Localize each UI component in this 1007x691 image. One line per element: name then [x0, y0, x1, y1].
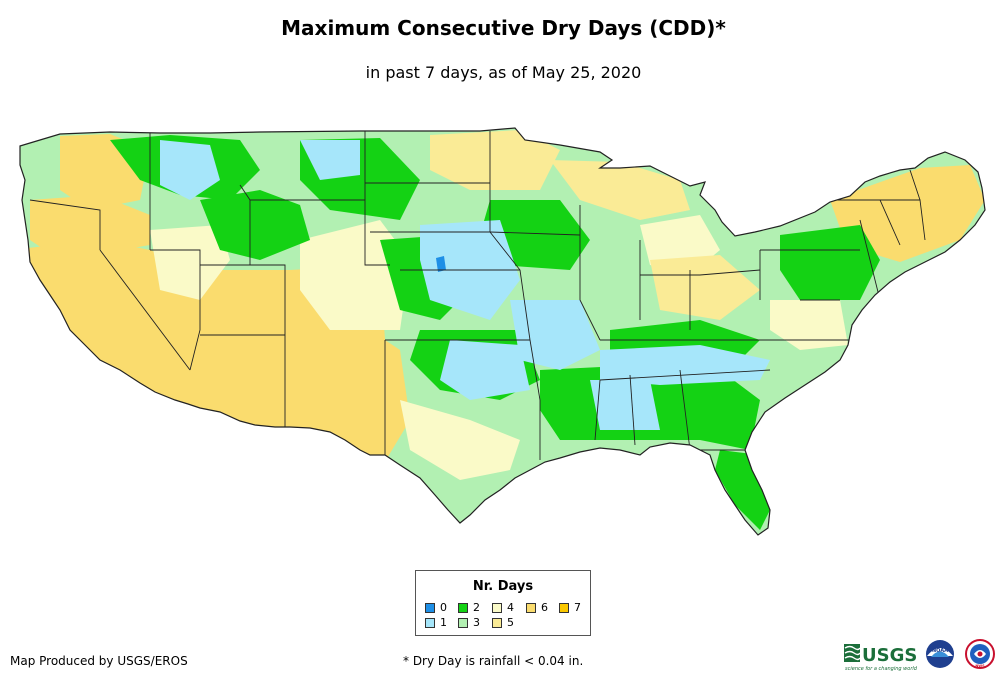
usgs-tagline: science for a changing world: [845, 666, 918, 672]
dry-day-footnote: * Dry Day is rainfall < 0.04 in.: [403, 654, 584, 668]
legend-label-1: 1: [440, 616, 447, 629]
region-northdakota-4days: [430, 130, 560, 190]
legend-item-1: 1: [425, 617, 447, 629]
usgs-logo-text: USGS: [862, 645, 917, 666]
legend-label-0: 0: [440, 601, 447, 614]
legend-swatch-6: [526, 603, 536, 613]
map-subtitle: in past 7 days, as of May 25, 2020: [365, 63, 642, 82]
map-title: Maximum Consecutive Dry Days (CDD)*: [281, 16, 726, 40]
us-dry-days-map: [19, 127, 986, 536]
legend-item-6: 6: [526, 602, 548, 614]
noaa-logo-text: NOAA: [932, 648, 948, 654]
noaa-logo: NOAA: [926, 640, 954, 668]
usgs-logo: USGS science for a changing world: [844, 644, 918, 672]
legend-item-2: 2: [458, 602, 480, 614]
nws-logo: NWS: [965, 639, 995, 669]
legend-swatch-1: [425, 618, 435, 628]
region-texas-1day: [440, 340, 530, 400]
region-mississippi-1day: [590, 380, 660, 430]
region-virginia-4days: [770, 300, 848, 350]
nws-logo-text: NWS: [975, 664, 985, 668]
legend-label-3: 3: [473, 616, 480, 629]
region-nebraska-0days: [436, 256, 446, 272]
agency-logos: USGS science for a changing world NOAA N…: [844, 639, 995, 672]
region-oregon-6days: [30, 195, 150, 260]
legend-item-4: 4: [492, 602, 514, 614]
state-borders: [29, 131, 926, 460]
legend-label-7: 7: [574, 601, 581, 614]
legend-label-5: 5: [507, 616, 514, 629]
legend-item-7: 7: [559, 602, 581, 614]
region-texas-4days: [400, 400, 520, 480]
legend-item-0: 0: [425, 602, 447, 614]
region-northeast-6days: [830, 165, 985, 262]
region-pennsylvania-2days: [780, 225, 880, 300]
legend-swatch-3: [458, 618, 468, 628]
legend-item-5: 5: [492, 617, 514, 629]
map-base: [20, 128, 985, 535]
region-idaho-1day: [160, 140, 220, 200]
legend-label-6: 6: [541, 601, 548, 614]
legend-swatch-5: [492, 618, 502, 628]
legend-swatch-2: [458, 603, 468, 613]
legend: Nr. Days 0 1 2 3 4 5 6 7: [415, 570, 591, 636]
region-tennessee-1day: [600, 345, 770, 385]
region-ohio-4days: [650, 255, 760, 320]
legend-label-2: 2: [473, 601, 480, 614]
producer-credit: Map Produced by USGS/EROS: [10, 654, 188, 668]
legend-swatch-7: [559, 603, 569, 613]
legend-swatch-4: [492, 603, 502, 613]
legend-item-3: 3: [458, 617, 480, 629]
region-idaho-5days: [150, 225, 230, 300]
region-wyoming-2days: [200, 190, 310, 260]
legend-label-4: 4: [507, 601, 514, 614]
region-minnesota-5days: [550, 160, 690, 220]
legend-title: Nr. Days: [472, 579, 534, 594]
legend-swatch-0: [425, 603, 435, 613]
region-montana-1day: [300, 140, 360, 180]
